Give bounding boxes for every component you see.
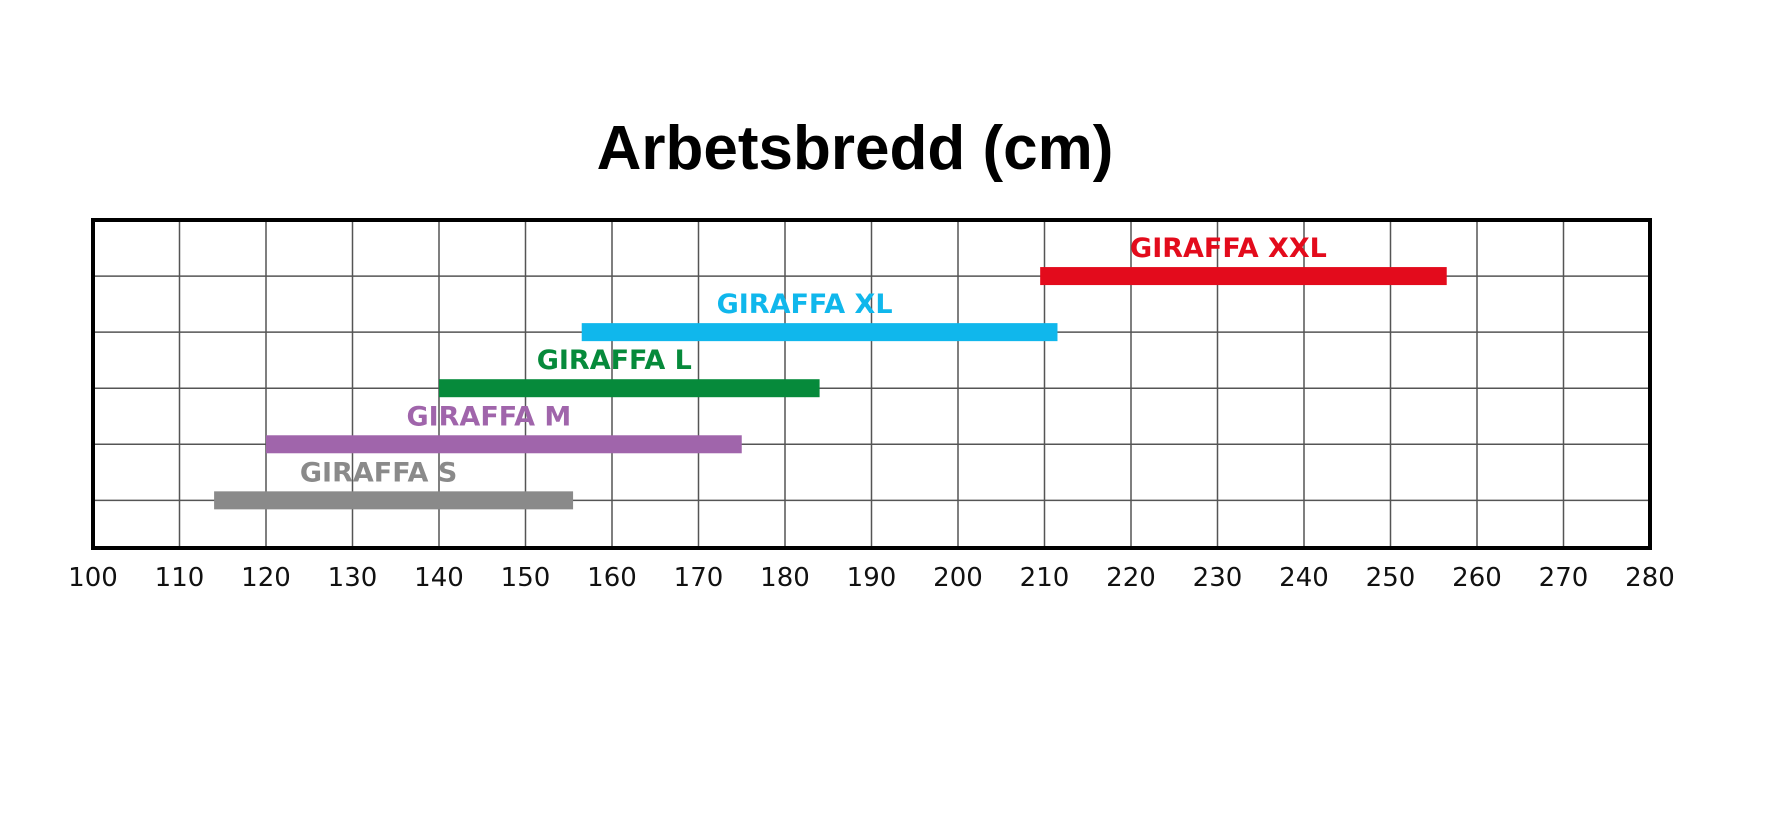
x-tick-label: 200: [933, 563, 983, 593]
x-tick-label: 130: [328, 563, 378, 593]
bars: [214, 267, 1447, 510]
x-tick-label: 170: [674, 563, 724, 593]
plot-frame: [91, 218, 1652, 550]
bar-giraffa-xxl: [1040, 267, 1447, 286]
bar-labels: GIRAFFA XXL GIRAFFA XL GIRAFFA L GIRAFFA M G…: [300, 233, 1327, 488]
x-tick-label: 190: [847, 563, 897, 593]
bar-label: GIRAFFA XXL: [1130, 233, 1327, 264]
x-tick-label: 140: [414, 563, 464, 593]
bar-label: GIRAFFA M: [406, 401, 571, 432]
x-tick-label: 110: [155, 563, 205, 593]
bar-label: GIRAFFA XL: [717, 289, 893, 320]
bar-giraffa-l: [439, 379, 820, 398]
x-tick-label: 220: [1106, 563, 1156, 593]
x-tick-label: 100: [68, 563, 118, 593]
x-tick-label: 280: [1625, 563, 1675, 593]
x-tick-label: 260: [1452, 563, 1502, 593]
x-tick-label: 150: [501, 563, 551, 593]
bar-label: GIRAFFA L: [537, 345, 692, 376]
x-tick-label: 160: [587, 563, 637, 593]
x-tick-label: 230: [1193, 563, 1243, 593]
grid: [93, 220, 1650, 548]
bar-giraffa-m: [266, 435, 742, 454]
bar-label: GIRAFFA S: [300, 457, 457, 488]
chart-title: Arbetsbredd (cm): [596, 114, 1114, 183]
x-tick-label: 180: [760, 563, 810, 593]
x-tick-label: 240: [1279, 563, 1329, 593]
x-tick-label: 250: [1366, 563, 1416, 593]
x-tick-label: 210: [1020, 563, 1070, 593]
x-tick-label: 270: [1539, 563, 1589, 593]
x-axis-ticks: 100 110 120 130 140 150 160 170 180 190 200 210 220 2…: [68, 563, 1675, 593]
bar-giraffa-xl: [581, 323, 1058, 342]
x-tick-label: 120: [241, 563, 291, 593]
bar-giraffa-s: [214, 491, 574, 510]
